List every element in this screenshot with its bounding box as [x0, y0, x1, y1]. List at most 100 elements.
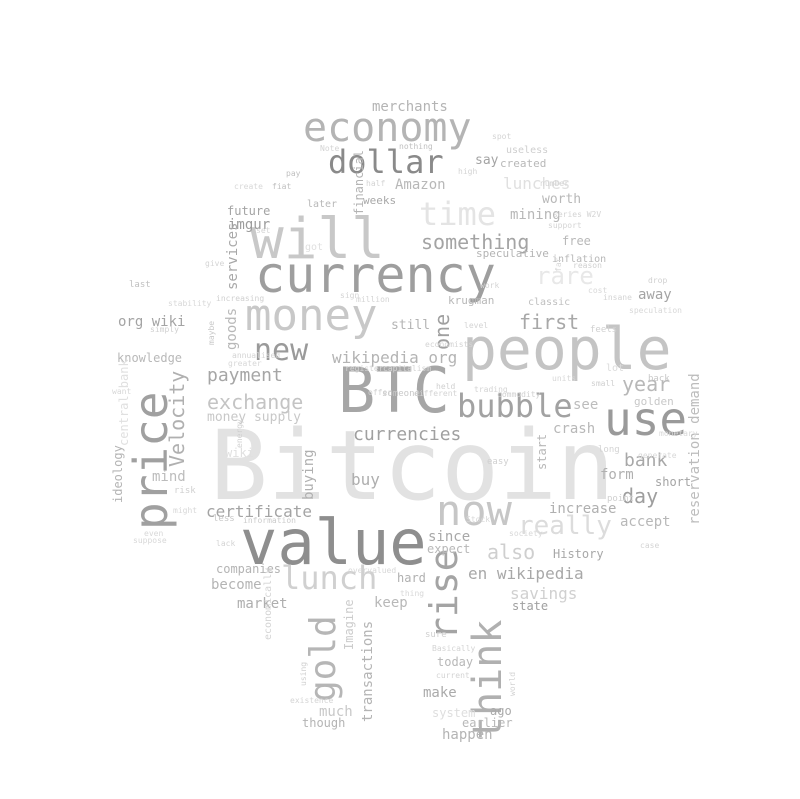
word-far: far — [554, 257, 563, 272]
word-history: History — [553, 547, 604, 561]
word-rare: rare — [536, 262, 594, 290]
word-certificate: certificate — [206, 502, 312, 521]
word-currency: currency — [255, 246, 496, 304]
word-amazon: Amazon — [395, 177, 446, 193]
word-small: small — [591, 379, 616, 388]
word-since: since — [428, 529, 471, 545]
word-speculative: speculative — [476, 247, 549, 260]
word-use: use — [604, 392, 688, 446]
word-economically: economically — [263, 567, 274, 640]
word-increasing: increasing — [216, 294, 265, 303]
word-mind: mind — [152, 469, 186, 485]
word-current: current — [436, 671, 470, 680]
word-lack: lack — [216, 539, 236, 548]
word-expect: expect — [427, 542, 471, 556]
word-org-wiki: org wiki — [118, 314, 186, 330]
word-currencies: currencies — [353, 424, 462, 445]
word-start: start — [535, 433, 549, 470]
word-make: make — [423, 685, 457, 701]
word-speculation: speculation — [629, 306, 682, 315]
word-system: system — [432, 706, 476, 720]
word-earlier: earlier — [462, 716, 513, 730]
word-crash: crash — [553, 421, 596, 437]
word-say: say — [475, 153, 499, 168]
word-insane: insane — [603, 293, 632, 302]
word-nothing: nothing — [399, 142, 433, 151]
word-less: less — [213, 514, 235, 524]
word-point: point — [607, 494, 635, 504]
word-though: though — [302, 716, 346, 730]
word-merchants: merchants — [372, 99, 448, 115]
word-exchange: exchange — [207, 390, 304, 414]
word-economy: economy — [303, 105, 472, 151]
word-half: half — [366, 179, 386, 188]
word-maybe: maybe — [207, 320, 216, 345]
word-different: different — [414, 389, 458, 398]
word-will: will — [250, 207, 385, 272]
word-basically: Basically — [432, 644, 476, 653]
word-note: Note — [320, 144, 340, 153]
word-using: using — [299, 661, 308, 686]
word-market: market — [237, 596, 288, 612]
word-work: work — [480, 281, 500, 290]
word-number: number — [540, 179, 569, 188]
word-first: first — [519, 310, 580, 334]
word-spot: spot — [492, 132, 512, 141]
word-year: year — [622, 372, 671, 396]
word-suppose: suppose — [133, 536, 167, 545]
word-rise: rise — [422, 548, 466, 640]
word-greater: greater — [228, 359, 262, 368]
word-monetary: monetary — [659, 429, 698, 438]
word-set: set — [256, 226, 271, 235]
word-useless: useless — [506, 145, 549, 156]
word-still: still — [391, 318, 431, 333]
word-keep: keep — [374, 595, 408, 611]
word-created: created — [500, 157, 547, 170]
word-society: society — [509, 529, 543, 538]
word-day: day — [622, 484, 659, 508]
word-worth: worth — [542, 192, 582, 207]
word-got: got — [305, 242, 324, 253]
word-series-w2v: series W2V — [553, 210, 602, 219]
word-imgur: imgur — [228, 217, 271, 233]
word-million: million — [356, 295, 390, 304]
word-payment: payment — [207, 365, 283, 386]
word-feels: feels — [590, 325, 618, 335]
word-services: services — [225, 222, 241, 290]
word-future: future — [227, 204, 271, 218]
word-lunch: lunch — [281, 559, 378, 597]
word-goods: goods — [224, 307, 240, 350]
word-units: units — [552, 374, 577, 383]
word-world: world — [508, 671, 517, 696]
word-stability: stability — [168, 299, 212, 308]
word-happen: happen — [442, 727, 493, 743]
word-someone: someone — [382, 389, 420, 399]
word-knowledge: knowledge — [117, 351, 183, 365]
word-form: form — [600, 467, 634, 483]
word-become: become — [211, 577, 262, 593]
word-lunches: lunches — [503, 174, 571, 193]
word-btc: BTC — [338, 354, 450, 427]
word-back: back — [648, 374, 670, 384]
word-value: value — [240, 506, 427, 579]
word-fiat: fiat — [272, 182, 292, 191]
word-hard: hard — [397, 571, 426, 585]
word-thing: thing — [400, 589, 425, 598]
word-wiki: wiki — [225, 446, 254, 460]
word-away: away — [638, 287, 672, 303]
word-bitcoin: Bitcoin — [210, 410, 615, 522]
word-short: short — [655, 475, 692, 489]
word-level: level — [464, 321, 489, 330]
word-financial: financial — [352, 149, 366, 215]
word-commodity: commodity — [497, 390, 541, 399]
word-mining: mining — [510, 207, 561, 223]
word-give: give — [205, 259, 225, 268]
word-reservation-demand: reservation demand — [687, 373, 703, 525]
word-much: much — [319, 704, 353, 720]
word-sure: sure — [425, 630, 447, 640]
word-want: want — [112, 387, 132, 396]
word-money: money — [245, 290, 378, 341]
word-state: state — [512, 599, 549, 613]
word-now: now — [436, 486, 512, 535]
